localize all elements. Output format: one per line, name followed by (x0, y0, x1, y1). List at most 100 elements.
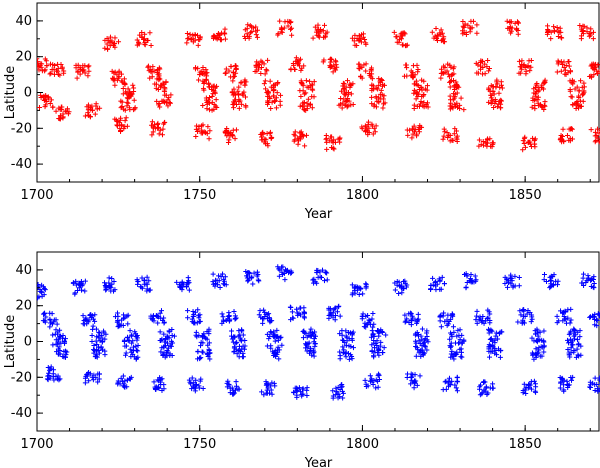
data-point-fill (255, 61, 261, 67)
data-point-fill (481, 320, 487, 326)
data-point-fill (592, 382, 598, 388)
data-point-fill (411, 385, 417, 391)
data-point-fill (590, 284, 596, 290)
data-point-fill (335, 136, 341, 142)
data-point-fill (541, 338, 547, 344)
data-point-fill (490, 385, 496, 391)
data-point-fill (267, 129, 273, 135)
data-point-fill (568, 68, 573, 74)
data-point-fill (132, 106, 138, 112)
data-point-fill (195, 65, 201, 71)
data-point-fill (566, 63, 572, 69)
data-point-fill (463, 284, 469, 290)
data-point-fill (451, 78, 457, 84)
data-point-fill (394, 34, 400, 40)
data-point-fill (412, 72, 418, 78)
data-point-fill (439, 70, 445, 76)
data-point-fill (238, 337, 244, 343)
data-point-fill (39, 282, 45, 288)
data-point-fill (437, 30, 443, 36)
data-point-fill (236, 343, 242, 349)
data-point-fill (258, 70, 264, 76)
data-point-fill (541, 277, 547, 283)
data-point-fill (63, 354, 69, 360)
data-point-fill (101, 330, 107, 336)
y-tick-label: 0 (24, 335, 32, 350)
data-point-fill (203, 130, 209, 136)
data-point-fill (294, 386, 300, 392)
data-point-fill (370, 382, 376, 388)
data-point-fill (193, 377, 199, 383)
data-point-fill (315, 267, 321, 273)
data-point-fill (37, 286, 43, 292)
data-point-fill (308, 326, 314, 332)
data-point-fill (592, 388, 598, 394)
data-point-fill (127, 346, 133, 352)
data-point-fill (130, 82, 136, 88)
data-point-fill (506, 25, 512, 31)
data-point-fill (228, 63, 234, 69)
data-point-fill (135, 348, 141, 354)
data-point-fill (309, 82, 315, 88)
data-point-fill (90, 377, 96, 383)
data-point-fill (311, 94, 317, 100)
data-point-fill (200, 103, 206, 109)
data-point-fill (240, 332, 246, 338)
data-point-fill (475, 62, 481, 68)
data-point-fill (596, 312, 600, 318)
data-point-fill (303, 90, 309, 96)
data-point-fill (242, 33, 248, 39)
data-point-fill (154, 121, 160, 127)
data-point-fill (516, 58, 522, 64)
data-point-fill (370, 353, 376, 359)
data-point-fill (594, 318, 600, 323)
data-point-fill (492, 97, 498, 103)
data-point-fill (121, 76, 127, 82)
data-point-fill (458, 95, 464, 101)
data-point-fill (133, 331, 139, 337)
data-point-fill (465, 22, 471, 28)
data-point-fill (199, 349, 205, 355)
data-point-fill (205, 353, 211, 359)
data-point-fill (499, 85, 505, 91)
data-point-fill (217, 284, 223, 290)
data-point-fill (157, 127, 163, 133)
data-point-fill (163, 79, 169, 85)
data-point-fill (44, 63, 50, 69)
data-point-fill (568, 328, 574, 334)
data-point-fill (255, 271, 261, 277)
data-point-fill (297, 135, 303, 141)
data-point-fill (349, 356, 355, 362)
data-point-fill (185, 36, 191, 42)
data-point-fill (444, 322, 450, 328)
data-point-fill (39, 68, 45, 74)
data-point-fill (188, 381, 194, 387)
data-point-fill (473, 277, 479, 283)
data-point-fill (222, 26, 228, 32)
data-point-fill (152, 81, 158, 87)
data-point-fill (482, 388, 488, 394)
data-point-fill (490, 381, 496, 387)
data-point-fill (520, 138, 526, 144)
data-point-fill (339, 384, 345, 390)
data-point-fill (460, 23, 466, 29)
data-point-fill (403, 284, 409, 290)
data-point-fill (309, 330, 315, 336)
data-point-fill (139, 275, 145, 281)
data-point-fill (348, 343, 354, 349)
data-point-fill (205, 342, 211, 348)
data-point-fill (155, 320, 161, 326)
data-point-fill (309, 105, 315, 111)
data-point-fill (260, 320, 266, 326)
data-point-fill (485, 390, 491, 396)
data-point-fill (380, 105, 386, 111)
data-point-fill (358, 32, 364, 38)
data-point-fill (520, 313, 526, 319)
data-point-fill (162, 339, 168, 345)
data-point-fill (441, 310, 447, 316)
data-point-fill (271, 93, 277, 99)
data-point-fill (454, 136, 460, 142)
data-point-fill (439, 274, 445, 280)
data-point-fill (189, 316, 195, 322)
data-point-fill (512, 273, 518, 279)
